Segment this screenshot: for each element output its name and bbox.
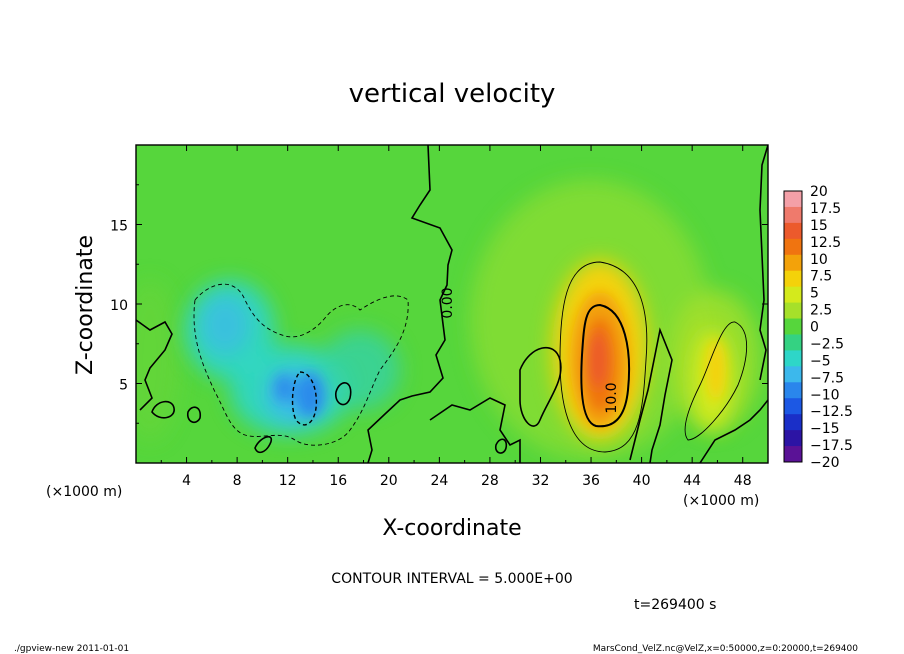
x-tick-label: 36 — [582, 473, 600, 489]
colorbar-swatch — [784, 238, 802, 256]
time-label: t=269400 s — [634, 597, 716, 613]
field-downdraft-strong — [296, 373, 324, 417]
colorbar-label: 12.5 — [810, 235, 841, 251]
field-downdraft-strong-2 — [274, 374, 294, 402]
x-tick-label: 40 — [633, 473, 651, 489]
footer-right: MarsCond_VelZ.nc@VelZ,x=0:50000,z=0:2000… — [593, 644, 858, 654]
colorbar-label: −7.5 — [810, 370, 844, 386]
colorbar-swatch — [784, 222, 802, 240]
contour-lines — [136, 145, 768, 463]
colorbar-swatch — [784, 254, 802, 272]
zero-contour-blob-g — [629, 327, 673, 463]
zero-contour-blob-i — [494, 438, 508, 454]
colorbar-label: 0 — [810, 320, 819, 336]
colorbar-swatch — [784, 270, 802, 288]
zero-contour-blob-b — [151, 400, 175, 419]
colorbar-swatch — [784, 414, 802, 431]
x-tick-label: 32 — [532, 473, 550, 489]
updraft-contour-10 — [580, 303, 631, 428]
colorbar-swatch — [784, 446, 802, 463]
colorbar-swatch — [784, 382, 802, 399]
y-tick-label: 5 — [119, 378, 128, 394]
x-tick-label: 8 — [233, 473, 242, 489]
zero-contour-main — [367, 145, 453, 463]
x-tick-label: 20 — [380, 473, 398, 489]
colorbar-swatch — [784, 206, 802, 224]
colorbar-swatch — [784, 286, 802, 304]
field-updraft-core — [589, 332, 607, 388]
contour-label-10: 10.0 — [604, 382, 620, 413]
zero-contour-blob-f — [519, 346, 562, 427]
y-axis: 5 10 15 — [110, 184, 768, 424]
y-tick-label: 10 — [110, 298, 128, 314]
x-tick-label: 4 — [182, 473, 191, 489]
x-tick-label: 24 — [430, 473, 448, 489]
x-axis-label: X-coordinate — [382, 516, 521, 541]
colorbar-label: −5 — [810, 353, 831, 369]
x-tick-label: 44 — [683, 473, 701, 489]
colorbar-swatch — [784, 191, 802, 208]
contour-interval-note: CONTOUR INTERVAL = 5.000E+00 — [331, 571, 572, 587]
colorbar-swatch — [784, 430, 802, 447]
colorbar-label: 10 — [810, 252, 828, 268]
field-updraft-right-core — [706, 340, 726, 400]
colorbar-label: −17.5 — [810, 438, 853, 454]
zero-contour-right-edge — [759, 145, 768, 381]
x-tick-label: 16 — [329, 473, 347, 489]
colorbar-label: 15 — [810, 218, 828, 234]
field-downdraft-right — [320, 330, 400, 410]
chart-title: vertical velocity — [349, 79, 556, 109]
field-downdraft-core-a — [200, 295, 250, 355]
zero-contour-blob-h — [699, 399, 768, 463]
colorbar-label: −20 — [810, 455, 840, 471]
colorbar-swatch — [784, 366, 802, 383]
zero-contour-blob-e — [335, 382, 352, 406]
colorbar-swatch — [784, 334, 802, 351]
zero-contour-blob-c — [186, 406, 202, 424]
zero-contour-blob-d — [254, 436, 273, 454]
colorbar-swatch — [784, 350, 802, 367]
x-tick-label: 48 — [734, 473, 752, 489]
colorbar-label: 20 — [810, 184, 828, 200]
colorbar-label: 5 — [810, 286, 819, 302]
footer-left: ./gpview-new 2011-01-01 — [14, 644, 129, 654]
colorbar-label: 2.5 — [810, 303, 832, 319]
colorbar-label: −2.5 — [810, 336, 844, 352]
downdraft-contour-minus5 — [193, 283, 409, 446]
downdraft-contour-minus10 — [291, 371, 318, 426]
plot-area: 10.0 0.00 — [136, 145, 768, 463]
contour-negative — [193, 283, 409, 446]
colorbar-swatch — [784, 318, 802, 335]
colorbar-label: 17.5 — [810, 201, 841, 217]
x-axis: 4 8 12 16 20 24 28 32 36 40 44 48 — [160, 145, 752, 489]
y-tick-label: 15 — [110, 219, 128, 235]
updraft-contour-5 — [559, 261, 648, 453]
colorbar-frame — [783, 190, 803, 463]
colorbar-label: 7.5 — [810, 269, 832, 285]
colorbar: 2017.51512.5107.552.50−2.5−5−7.5−10−12.5… — [783, 184, 853, 471]
x-tick-label: 12 — [279, 473, 297, 489]
colorbar-swatch — [784, 398, 802, 415]
contour-label-zero: 0.00 — [440, 287, 456, 318]
zero-contour-blob-a — [136, 319, 173, 411]
colorbar-label: −12.5 — [810, 404, 853, 420]
colorbar-swatch — [784, 302, 802, 320]
field-left-edge — [136, 280, 180, 440]
y-axis-label: Z-coordinate — [73, 235, 98, 375]
x-tick-label: 28 — [481, 473, 499, 489]
x-axis-unit: (×1000 m) — [683, 493, 759, 509]
y-axis-unit: (×1000 m) — [46, 484, 122, 500]
zero-contour-lower-mid — [429, 397, 521, 463]
contour-5 — [559, 261, 747, 453]
contour-minus10 — [291, 371, 318, 426]
colorbar-label: −15 — [810, 421, 840, 437]
updraft-right-contour-5 — [684, 321, 747, 441]
colorbar-label: −10 — [810, 387, 840, 403]
